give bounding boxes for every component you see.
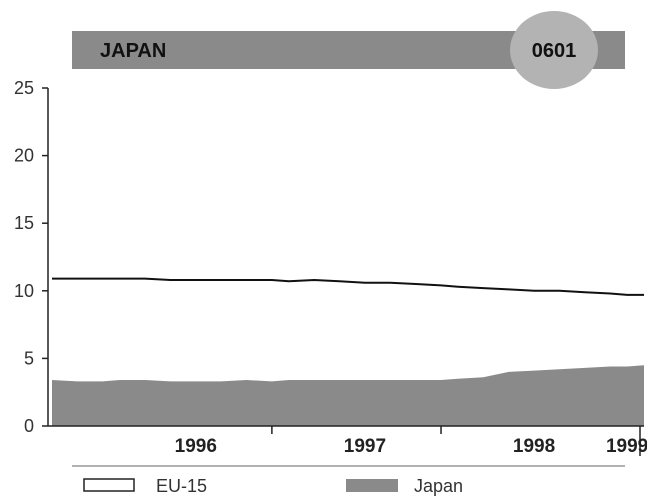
eu15-line-layer bbox=[52, 277, 644, 296]
series-eu15-line bbox=[52, 277, 644, 296]
y-tick-label: 0 bbox=[24, 416, 34, 436]
legend-swatch-eu15 bbox=[83, 478, 135, 492]
badge-label: 0601 bbox=[532, 40, 577, 62]
legend-swatch-japan bbox=[346, 479, 398, 492]
y-tick-label: 10 bbox=[14, 281, 34, 301]
y-tick-label: 20 bbox=[14, 146, 34, 166]
badge-circle bbox=[510, 11, 598, 89]
y-tick-label: 25 bbox=[14, 78, 34, 98]
chart-title: JAPAN bbox=[100, 40, 166, 62]
y-tick-label: 15 bbox=[14, 213, 34, 233]
axis-layer: 0 5 10 15 20 25 1996 1997 1998 1999 bbox=[14, 78, 647, 457]
japan-area-layer bbox=[52, 365, 644, 426]
x-tick-label: 1999 bbox=[606, 436, 647, 457]
series-japan-area bbox=[52, 365, 644, 426]
legend-label-japan: Japan bbox=[414, 476, 463, 496]
x-tick-label: 1997 bbox=[344, 436, 386, 457]
x-tick-label: 1996 bbox=[175, 436, 217, 457]
x-tick-label: 1998 bbox=[513, 436, 555, 457]
y-tick-label: 5 bbox=[24, 348, 34, 368]
legend-label-eu15: EU-15 bbox=[156, 476, 207, 496]
